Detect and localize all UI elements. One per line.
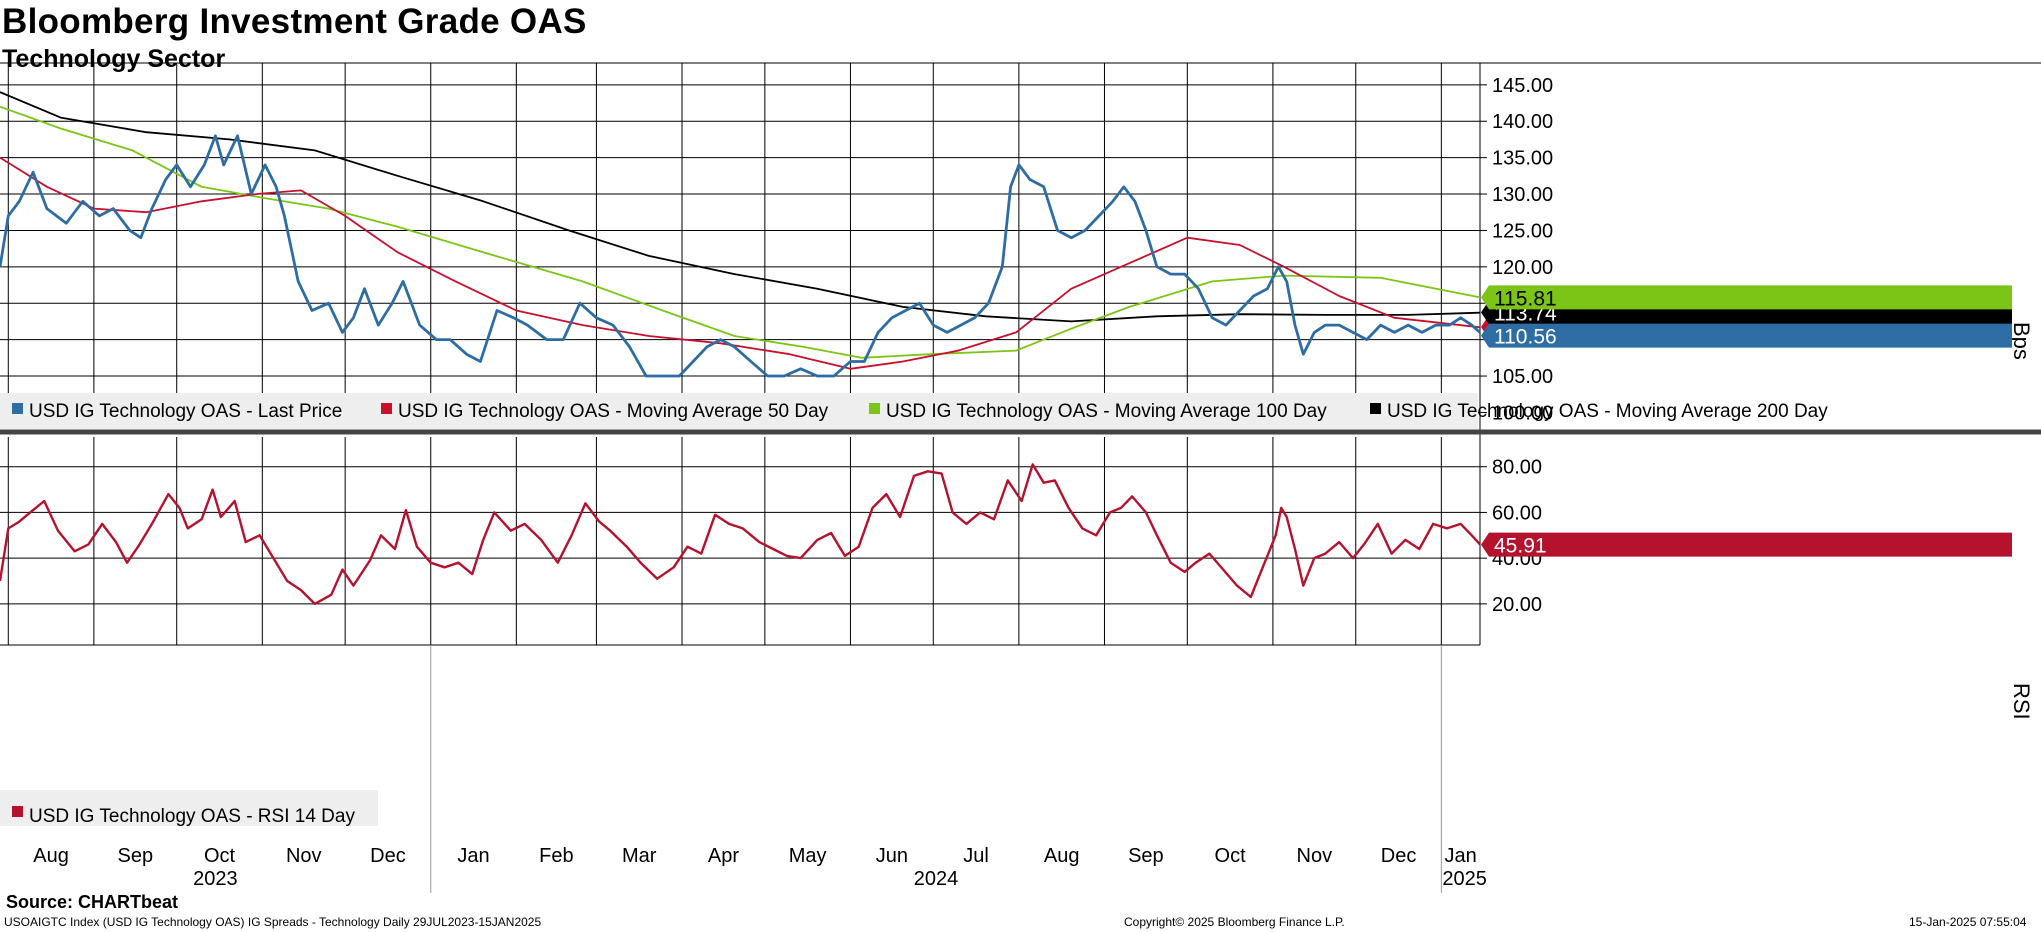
chart-title: Bloomberg Investment Grade OAS — [2, 2, 587, 41]
legend-swatch — [869, 403, 880, 414]
series-line-last-price — [0, 134, 1481, 378]
legend-label: USD IG Technology OAS - Moving Average 5… — [398, 401, 829, 422]
timestamp: 15-Jan-2025 07:55:04 — [1909, 915, 2027, 929]
x-tick-label: Jun — [876, 845, 908, 867]
y-tick-label-top: 105.00 — [1492, 366, 1553, 388]
x-tick-label: Nov — [286, 845, 322, 867]
legend-label-rsi: USD IG Technology OAS - RSI 14 Day — [29, 806, 355, 827]
y-axis-title-bottom: RSI — [2009, 683, 2034, 720]
series-line-ma100 — [0, 105, 1481, 359]
legend-swatch — [12, 403, 23, 414]
series-line-ma50 — [0, 156, 1481, 370]
y-tick-label-top: 140.00 — [1492, 111, 1553, 133]
x-tick-label: Sep — [118, 845, 154, 867]
x-tick-label: Oct — [1215, 845, 1247, 867]
legend-background — [0, 393, 1478, 429]
last-value-tag-ma100-bg — [1481, 285, 2012, 310]
y-tick-label-top: 145.00 — [1492, 75, 1553, 97]
series-line-ma200 — [0, 91, 1481, 323]
y-tick-label-top: 120.00 — [1492, 257, 1553, 279]
y-tick-label-top: 125.00 — [1492, 220, 1553, 242]
x-tick-label: Nov — [1297, 845, 1333, 867]
x-tick-label: May — [789, 845, 827, 867]
x-tick-label: Feb — [539, 845, 573, 867]
y-tick-label-top: 100.00 — [1492, 402, 1553, 424]
y-tick-label-top: 130.00 — [1492, 184, 1553, 206]
x-tick-label: Aug — [1044, 845, 1080, 867]
y-tick-label-bottom: 80.00 — [1492, 457, 1542, 479]
y-axis-title-top: Bps — [2009, 322, 2034, 360]
x-year-label: 2023 — [193, 868, 238, 890]
last-value-tag-last-price: 110.56 — [1494, 326, 1557, 349]
chart-subtitle: Technology Sector — [2, 45, 226, 73]
y-tick-label-bottom: 60.00 — [1492, 502, 1542, 524]
legend-swatch — [1370, 403, 1381, 414]
x-tick-label: Jan — [457, 845, 489, 867]
x-tick-label: Oct — [204, 845, 236, 867]
x-tick-label: Jul — [963, 845, 989, 867]
ticker-line: USOAIGTC Index (USD IG Technology OAS) I… — [4, 915, 542, 929]
x-tick-label: Mar — [622, 845, 657, 867]
legend-swatch — [381, 403, 392, 414]
x-year-label: 2025 — [1442, 868, 1487, 890]
series-line-rsi — [0, 463, 1481, 606]
legend-label: USD IG Technology OAS - Moving Average 1… — [886, 401, 1327, 422]
legend-background-rsi — [0, 790, 378, 826]
last-value-tag-ma100: 115.81 — [1494, 287, 1557, 310]
y-tick-label-bottom: 20.00 — [1492, 594, 1542, 616]
last-value-tag-rsi-bg — [1481, 532, 2012, 557]
last-value-tag-last-price-bg — [1481, 323, 2012, 348]
x-tick-label: Apr — [708, 845, 739, 867]
legend-label: USD IG Technology OAS - Last Price — [29, 401, 342, 422]
y-tick-label-top: 135.00 — [1492, 148, 1553, 170]
last-value-tag-rsi: 45.91 — [1494, 535, 1547, 558]
x-year-label: 2024 — [914, 868, 959, 890]
x-tick-label: Jan — [1445, 845, 1477, 867]
legend-swatch-rsi — [12, 806, 23, 817]
legend-label: USD IG Technology OAS - Moving Average 2… — [1387, 401, 1828, 422]
x-tick-label: Dec — [370, 845, 406, 867]
x-tick-label: Dec — [1381, 845, 1417, 867]
copyright: Copyright© 2025 Bloomberg Finance L.P. — [1124, 915, 1345, 929]
source-label: Source: CHARTbeat — [6, 892, 179, 912]
x-tick-label: Aug — [33, 845, 69, 867]
x-tick-label: Sep — [1128, 845, 1164, 867]
